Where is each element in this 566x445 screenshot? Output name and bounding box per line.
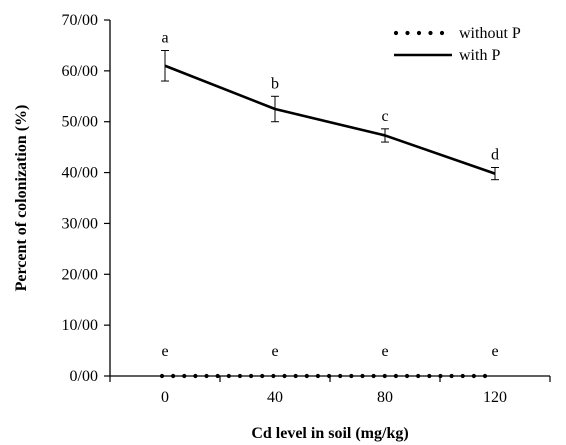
without-p-dot <box>249 373 254 379</box>
without-p-dot <box>237 373 243 379</box>
legend-without-p-marker <box>416 30 422 36</box>
without-p-dot <box>471 373 476 379</box>
without-p-dot <box>416 373 421 379</box>
significance-letter: e <box>381 343 388 360</box>
x-tick-label: 80 <box>377 389 393 406</box>
legend-without-p-marker <box>405 30 410 36</box>
without-p-dot <box>382 373 387 379</box>
significance-letter: d <box>491 146 499 163</box>
x-tick-label: 40 <box>267 389 283 406</box>
without-p-dot <box>226 373 231 379</box>
without-p-dot <box>349 373 354 379</box>
significance-letter: e <box>161 343 168 360</box>
error-bar <box>271 95 279 123</box>
legend-without-p-marker <box>393 30 399 36</box>
with-p-line <box>164 64 496 175</box>
without-p-dot <box>293 373 298 379</box>
without-p-dot <box>193 373 198 379</box>
without-p-dot <box>171 373 176 379</box>
without-p-dot <box>438 373 443 379</box>
without-p-dot <box>404 373 410 379</box>
y-tick-label: 40/00 <box>62 165 98 182</box>
y-tick-label: 50/00 <box>62 114 98 131</box>
without-p-dot <box>393 373 398 379</box>
without-p-dot <box>315 373 321 379</box>
legend-without-p-marker <box>428 30 433 36</box>
y-tick-label: 70/00 <box>62 12 98 29</box>
significance-letter: a <box>161 30 168 47</box>
significance-letter: e <box>271 343 278 360</box>
x-axis-ticks: 0 40 80 120 <box>109 376 551 406</box>
significance-letter: b <box>271 75 279 92</box>
y-axis-ticks: 0/00 10/00 20/00 30/00 40/00 50/00 60/00 70/00 <box>62 12 110 385</box>
x-tick-label: 120 <box>483 389 507 406</box>
without-p-dot <box>260 373 265 379</box>
without-p-dot <box>338 373 343 379</box>
without-p-dot <box>159 373 165 379</box>
error-bar <box>491 166 499 181</box>
without-p-dot <box>282 373 287 379</box>
y-tick-label: 30/00 <box>62 215 98 232</box>
without-p-dot <box>427 373 432 379</box>
x-axis-title: Cd level in soil (mg/kg) <box>251 425 408 442</box>
without-p-dot <box>482 373 488 379</box>
y-tick-label: 0/00 <box>70 368 98 385</box>
significance-letter: e <box>491 343 498 360</box>
without-p-dot <box>326 373 332 379</box>
without-p-dot <box>449 373 454 379</box>
without-p-dot <box>204 373 209 379</box>
error-bar <box>381 128 389 143</box>
without-p-dot <box>360 373 365 379</box>
legend-without-p-marker <box>439 30 445 36</box>
significance-letter: c <box>381 108 388 125</box>
without-p-dot <box>271 373 276 379</box>
legend-label: without P <box>459 25 521 42</box>
x-tick-label: 0 <box>161 389 169 406</box>
without-p-dot <box>304 373 309 379</box>
series-layer <box>159 50 499 379</box>
y-axis-title: Percent of colonization (%) <box>13 105 30 292</box>
error-bar <box>161 50 169 82</box>
legend-label: with P <box>459 47 500 64</box>
without-p-dot <box>215 373 220 379</box>
without-p-dot <box>460 373 465 379</box>
y-tick-label: 20/00 <box>62 266 98 283</box>
without-p-dot <box>371 373 376 379</box>
without-p-dot <box>182 373 187 379</box>
significance-letters: e e e e a b c d <box>161 30 499 360</box>
legend: without P with P <box>393 25 521 64</box>
y-tick-label: 60/00 <box>62 63 98 80</box>
y-tick-label: 10/00 <box>62 317 98 334</box>
